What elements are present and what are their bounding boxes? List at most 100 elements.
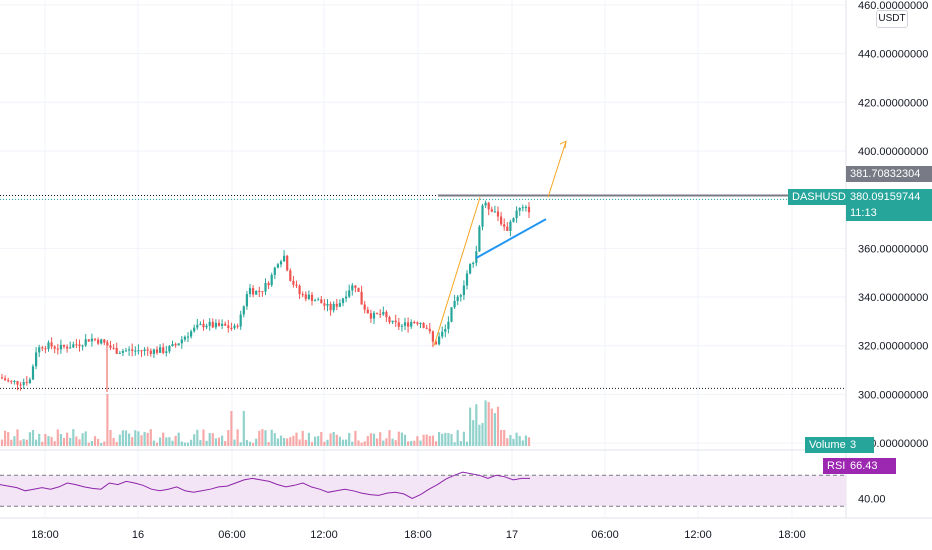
volume-bar — [193, 434, 196, 446]
candle-body — [366, 309, 369, 314]
volume-bar — [128, 433, 131, 446]
candle-body — [121, 351, 124, 353]
currency-badge[interactable]: USDT — [876, 10, 908, 28]
volume-bar — [363, 441, 366, 446]
volume-bar — [75, 436, 78, 446]
candle-body — [87, 339, 90, 342]
volume-bar — [493, 413, 496, 446]
volume-bar — [214, 438, 217, 446]
candle-body — [35, 352, 38, 367]
candle-body — [236, 325, 239, 327]
volume-bar — [391, 438, 394, 446]
volume-bar — [224, 441, 227, 446]
volume-bar — [124, 430, 128, 446]
volume-bar — [41, 441, 44, 446]
candle-body — [143, 349, 146, 352]
candle-body — [413, 322, 416, 324]
volume-bar — [131, 437, 134, 446]
volume-bar — [478, 424, 481, 446]
volume-bar — [462, 431, 465, 446]
volume-bar — [171, 440, 174, 446]
volume-bar — [376, 438, 379, 446]
candle-body — [193, 327, 196, 332]
candle-body — [487, 202, 490, 210]
volume-bar — [143, 432, 146, 446]
volume-bar — [106, 394, 109, 446]
candle-body — [10, 380, 13, 382]
volume-bar — [137, 431, 140, 446]
candle-body — [484, 202, 487, 206]
volume-bar — [503, 429, 506, 446]
volume-bar — [109, 429, 112, 446]
time-tick-label: 12:00 — [684, 529, 712, 541]
price-axis[interactable]: 460.00000000 440.00000000 420.00000000 400.… — [858, 0, 928, 506]
volume-bar — [326, 439, 329, 446]
candle-body — [196, 324, 199, 328]
candle-body — [115, 348, 118, 354]
candle-body — [345, 296, 348, 299]
candle-body — [279, 261, 283, 265]
candle-body — [422, 323, 425, 328]
candle-body — [245, 294, 248, 307]
volume-bar — [211, 433, 214, 446]
candle-body — [351, 285, 354, 291]
candle-body — [205, 325, 208, 328]
volume-bar — [341, 439, 345, 446]
volume-bar — [258, 430, 261, 446]
candle-body — [103, 339, 106, 343]
volume-bar — [459, 441, 462, 446]
candle-body — [128, 349, 131, 351]
volume-bar — [354, 430, 357, 446]
candle-body — [211, 321, 214, 328]
volume-bar — [360, 442, 363, 446]
candle-body — [90, 338, 93, 342]
candle-body — [19, 384, 22, 386]
price-tick-label: 460.00000000 — [858, 0, 928, 12]
volume-bar — [0, 439, 4, 446]
candle-body — [524, 206, 527, 208]
volume-bar — [496, 406, 500, 446]
volume-bar — [351, 441, 354, 446]
candle-body — [270, 274, 273, 286]
volume-bar — [44, 433, 47, 446]
candle-body — [149, 350, 152, 354]
candle-body — [400, 325, 403, 327]
last-price-tag: 380.09159744 — [846, 189, 932, 205]
price-tick-label: 320.00000000 — [858, 341, 928, 353]
volume-bar — [301, 430, 304, 446]
candle-body — [419, 323, 422, 325]
volume-bar — [292, 435, 295, 446]
candle-body — [84, 339, 87, 346]
volume-bar — [152, 440, 155, 446]
candle-body — [31, 366, 35, 380]
grid-lines — [0, 0, 932, 519]
candle-body — [124, 350, 128, 352]
volume-bar — [168, 437, 171, 446]
candle-body — [137, 350, 140, 352]
volume-bar — [372, 433, 376, 446]
candle-body — [230, 327, 233, 329]
volume-bar — [196, 429, 199, 446]
volume-bar — [298, 439, 301, 446]
rsi-value-tag: 66.43 — [846, 458, 896, 474]
candle-body — [44, 348, 47, 350]
price-tick-label: 300.00000000 — [858, 389, 928, 401]
candle-body — [183, 336, 186, 340]
volume-bar — [329, 433, 332, 446]
candle-body — [518, 207, 521, 211]
candle-body — [447, 321, 450, 329]
volume-bar — [78, 439, 81, 446]
candle-body — [242, 306, 245, 315]
candle-body — [354, 285, 357, 288]
time-axis[interactable]: 18:00 16 06:00 12:00 18:00 17 06:00 12:00 18:00 — [31, 529, 806, 541]
volume-bar — [289, 437, 292, 446]
volume-bar — [59, 434, 62, 446]
candle-body — [264, 282, 267, 292]
candle-body — [7, 380, 10, 382]
volume-bar — [310, 442, 314, 446]
volume-bar — [159, 437, 162, 446]
candle-body — [227, 325, 230, 328]
candle-body — [53, 346, 56, 349]
candle-body — [410, 322, 413, 327]
